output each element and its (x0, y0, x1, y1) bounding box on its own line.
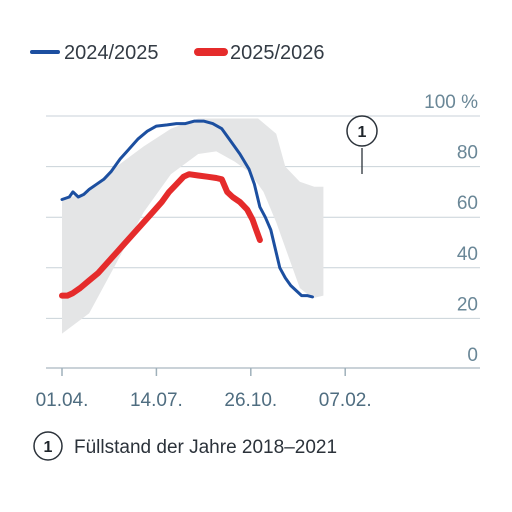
y-tick-label-60: 60 (457, 193, 478, 214)
footnote-text: Füllstand der Jahre 2018–2021 (74, 437, 337, 458)
x-axis-ticks: 01.04. 14.07. 26.10. 07.02. (36, 368, 372, 411)
series-lines (59, 119, 314, 299)
x-tick-label-0: 01.04. (36, 390, 89, 411)
y-tick-label-20: 20 (457, 294, 478, 315)
footnote-marker-circle (33, 431, 63, 461)
x-tick-label-2: 26.10. (224, 390, 277, 411)
band-marker-number: 1 (358, 124, 367, 141)
band-marker-circle (346, 115, 378, 147)
band-marker: 1 (346, 115, 378, 174)
legend: 2024/2025 2025/2026 (30, 42, 325, 64)
series-line-2025-2026 (59, 171, 263, 299)
x-tick-label-1: 14.07. (130, 390, 183, 411)
y-tick-label-0: 0 (467, 345, 478, 366)
legend-label-2025-2026: 2025/2026 (230, 42, 325, 64)
footnote-marker-number: 1 (44, 439, 53, 456)
series-line-2024-2025 (60, 119, 314, 299)
legend-label-2024-2025: 2024/2025 (64, 42, 159, 64)
y-tick-label-40: 40 (457, 244, 478, 265)
y-axis-ticks: 100 % 80 60 40 20 0 (424, 92, 478, 366)
y-tick-label-100: 100 % (424, 92, 478, 113)
footnote: 1 Füllstand der Jahre 2018–2021 (33, 431, 337, 461)
y-tick-label-80: 80 (457, 143, 478, 164)
band-2018-2021 (62, 118, 324, 334)
x-tick-label-3: 07.02. (319, 390, 372, 411)
